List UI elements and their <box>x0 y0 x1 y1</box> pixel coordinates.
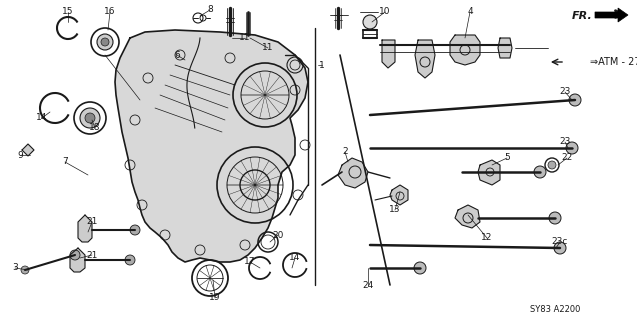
Polygon shape <box>115 30 308 262</box>
Polygon shape <box>70 248 85 272</box>
Circle shape <box>130 225 140 235</box>
Polygon shape <box>478 160 500 185</box>
Text: 1: 1 <box>319 60 325 69</box>
Text: 4: 4 <box>467 7 473 17</box>
Text: 14: 14 <box>36 114 48 123</box>
Circle shape <box>80 108 100 128</box>
Circle shape <box>70 250 80 260</box>
Text: 11: 11 <box>262 44 274 52</box>
Circle shape <box>21 266 29 274</box>
Text: 2: 2 <box>342 148 348 156</box>
Text: 23: 23 <box>559 87 571 97</box>
Polygon shape <box>390 185 408 205</box>
Circle shape <box>85 113 95 123</box>
Polygon shape <box>338 158 368 188</box>
Text: 13: 13 <box>389 205 401 214</box>
Text: 23c: 23c <box>552 237 568 246</box>
Text: 16: 16 <box>104 7 116 17</box>
Text: 5: 5 <box>504 154 510 163</box>
Polygon shape <box>415 40 435 78</box>
Text: 12: 12 <box>482 234 492 243</box>
Polygon shape <box>382 40 395 68</box>
Polygon shape <box>450 35 480 65</box>
Text: SY83 A2200: SY83 A2200 <box>530 306 580 315</box>
Text: 17: 17 <box>244 258 255 267</box>
Text: 10: 10 <box>379 7 390 17</box>
Polygon shape <box>455 205 480 228</box>
Text: ⇒ATM - 27: ⇒ATM - 27 <box>590 57 637 67</box>
Text: 18: 18 <box>89 124 101 132</box>
Text: 21: 21 <box>86 251 97 260</box>
Text: 21: 21 <box>86 218 97 227</box>
Circle shape <box>534 166 546 178</box>
Circle shape <box>101 38 109 46</box>
Polygon shape <box>22 144 34 156</box>
Polygon shape <box>498 38 512 58</box>
Text: 15: 15 <box>62 7 74 17</box>
Text: 19: 19 <box>209 293 221 302</box>
Text: 22: 22 <box>561 154 573 163</box>
Polygon shape <box>78 215 92 242</box>
Circle shape <box>566 142 578 154</box>
Text: 14: 14 <box>289 253 301 262</box>
Text: FR.: FR. <box>571 11 592 21</box>
Circle shape <box>363 15 377 29</box>
Text: 7: 7 <box>62 157 68 166</box>
Polygon shape <box>595 8 628 22</box>
Text: 20: 20 <box>272 230 283 239</box>
Text: 23: 23 <box>559 138 571 147</box>
Circle shape <box>97 34 113 50</box>
Circle shape <box>554 242 566 254</box>
Text: 24: 24 <box>362 281 374 290</box>
Text: 3: 3 <box>12 263 18 273</box>
Circle shape <box>125 255 135 265</box>
Text: 6: 6 <box>174 51 180 60</box>
Circle shape <box>414 262 426 274</box>
Circle shape <box>548 161 556 169</box>
Text: 11: 11 <box>240 34 251 43</box>
Text: 8: 8 <box>207 5 213 14</box>
Text: 9: 9 <box>17 150 23 159</box>
Circle shape <box>569 94 581 106</box>
Circle shape <box>549 212 561 224</box>
